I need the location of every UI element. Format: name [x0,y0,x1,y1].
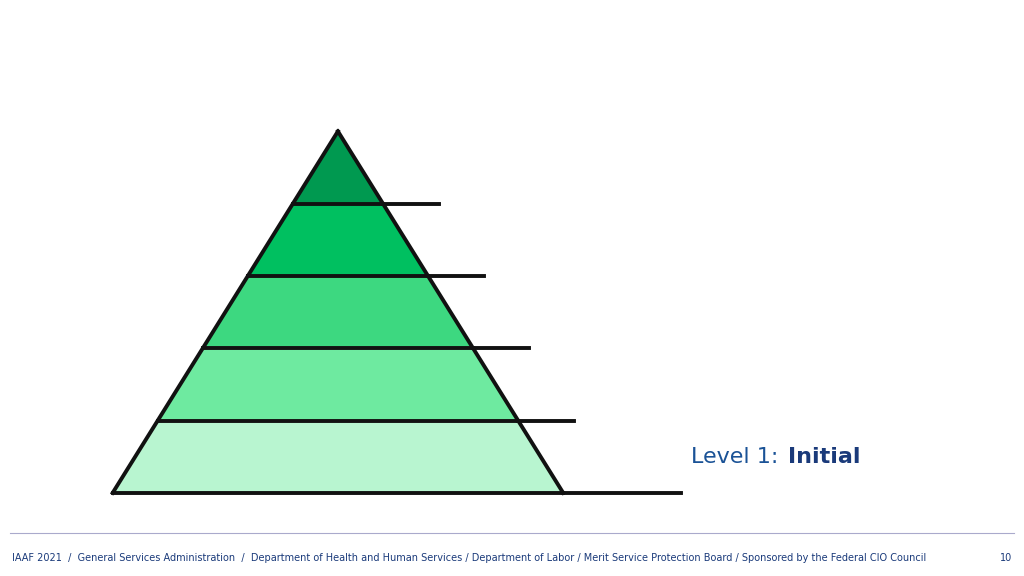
Polygon shape [293,131,383,204]
Text: Inclusive Research Capability Maturity Levels: Inclusive Research Capability Maturity L… [15,28,798,57]
Text: Initial: Initial [788,447,861,467]
Polygon shape [158,348,518,420]
Polygon shape [248,204,428,276]
Text: Level 1:: Level 1: [691,447,785,467]
Polygon shape [113,420,563,493]
Text: IAAF 2021  /  General Services Administration  /  Department of Health and Human: IAAF 2021 / General Services Administrat… [12,553,927,563]
Text: 10: 10 [999,553,1012,563]
Polygon shape [203,276,473,348]
